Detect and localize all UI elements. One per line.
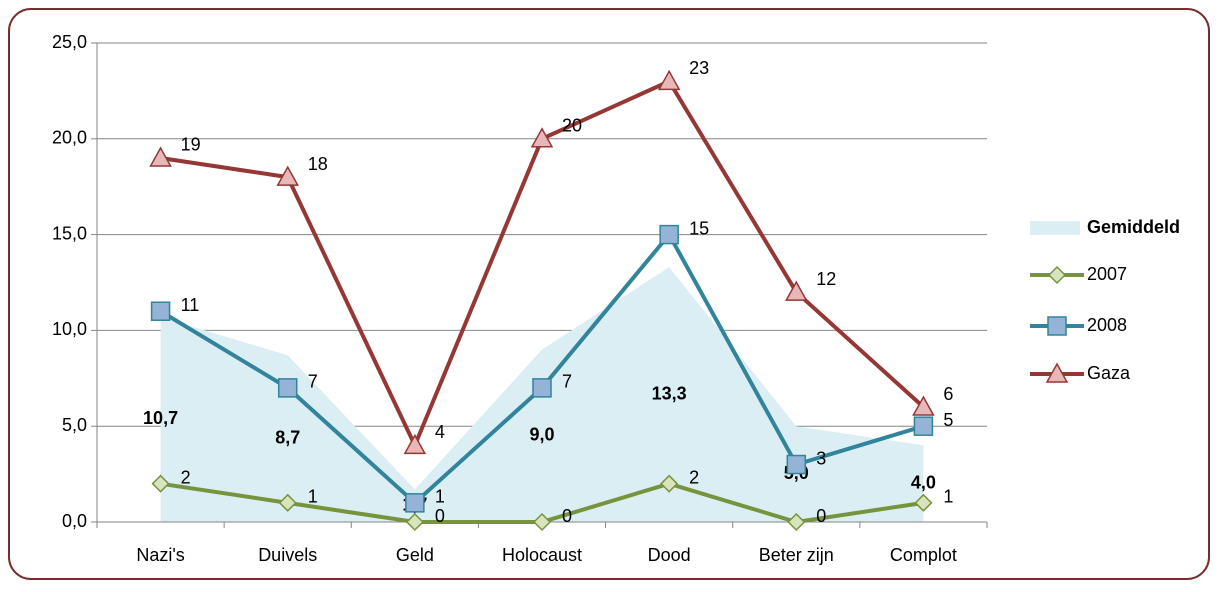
x-tick-label: Duivels [258,545,317,565]
legend-label: Gemiddeld [1087,217,1180,237]
data-label: 2 [181,467,191,487]
marker [278,493,297,512]
data-label: 0 [816,506,826,526]
marker [277,378,298,398]
y-tick-label: 5,0 [62,415,87,435]
legend-marker [1045,362,1069,383]
marker [532,512,552,532]
x-tick-label: Complot [890,545,957,565]
data-label: 7 [308,372,318,392]
data-label: 0 [435,506,445,526]
marker [151,474,170,493]
data-label: 7 [562,372,572,392]
legend-marker [1047,316,1067,336]
x-tick-label: Dood [648,545,691,565]
data-label: 18 [308,154,328,174]
x-tick-label: Holocaust [502,545,582,565]
x-tick-label: Nazi's [136,545,184,565]
data-label: 4,0 [911,472,936,492]
legend-swatch [1030,221,1080,235]
marker [149,146,172,167]
marker [403,433,427,455]
marker [913,416,934,436]
legend-label: Gaza [1087,363,1131,383]
x-tick-label: Beter zijn [759,545,834,565]
data-label: 11 [181,295,200,315]
marker [787,512,806,532]
data-label: 23 [689,58,709,78]
marker [786,454,807,475]
marker [912,395,935,416]
data-label: 9,0 [529,425,554,445]
data-label: 15 [689,218,709,238]
data-label: 6 [943,384,953,404]
marker [914,493,933,512]
marker [660,474,679,493]
legend-label: 2008 [1087,315,1127,335]
data-label: 20 [562,116,582,136]
marker [659,224,679,245]
marker [150,301,171,321]
data-label: 1 [943,487,953,507]
marker [657,69,681,91]
data-label: 8,7 [275,427,300,447]
x-tick-label: Geld [396,545,434,565]
data-label: 12 [816,269,836,289]
data-label: 5 [943,410,953,430]
data-label: 4 [435,422,445,442]
data-label: 0 [562,506,572,526]
legend-label: 2007 [1087,264,1127,284]
data-label: 3 [816,448,826,468]
marker [785,280,808,301]
marker [276,165,299,186]
data-label: 13,3 [652,383,687,403]
marker [405,512,424,532]
y-tick-label: 20,0 [52,128,87,148]
data-label: 1 [308,487,318,507]
marker [530,127,554,148]
y-tick-label: 0,0 [62,511,87,531]
data-label: 19 [181,135,201,155]
legend-marker [1047,265,1067,285]
data-label: 2 [689,467,699,487]
data-label: 10,7 [143,408,178,428]
y-tick-label: 15,0 [52,223,87,243]
marker [532,378,552,398]
y-tick-label: 10,0 [52,319,87,339]
marker [405,493,425,513]
data-label: 1 [435,487,445,507]
y-tick-label: 25,0 [52,32,87,52]
